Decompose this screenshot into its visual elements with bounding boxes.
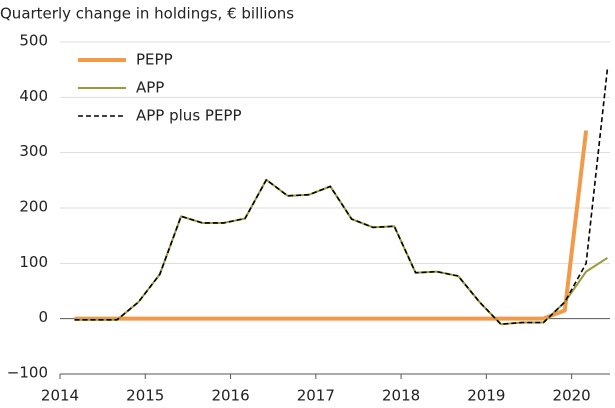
x-tick-label: 2020 <box>553 387 591 405</box>
legend-label: PEPP <box>136 51 173 69</box>
x-tick-label: 2016 <box>211 387 249 405</box>
y-tick-label: 100 <box>19 253 48 271</box>
chart-title: Quarterly change in holdings, € billions <box>0 5 294 23</box>
legend-label: APP <box>136 79 164 97</box>
x-tick-label: 2019 <box>467 387 505 405</box>
y-tick-label: −100 <box>7 364 48 382</box>
x-tick-label: 2015 <box>126 387 164 405</box>
y-tick-label: 0 <box>38 308 48 326</box>
x-tick-label: 2018 <box>382 387 420 405</box>
y-tick-label: 400 <box>19 87 48 105</box>
line-series <box>74 178 608 326</box>
x-tick-label: 2014 <box>41 387 79 405</box>
y-tick-label: 200 <box>19 198 48 216</box>
y-tick-label: 300 <box>19 142 48 160</box>
line-series <box>74 130 589 321</box>
y-tick-label: 500 <box>19 32 48 50</box>
x-tick-label: 2017 <box>297 387 335 405</box>
legend-label: APP plus PEPP <box>136 107 242 125</box>
line-series <box>74 68 609 325</box>
